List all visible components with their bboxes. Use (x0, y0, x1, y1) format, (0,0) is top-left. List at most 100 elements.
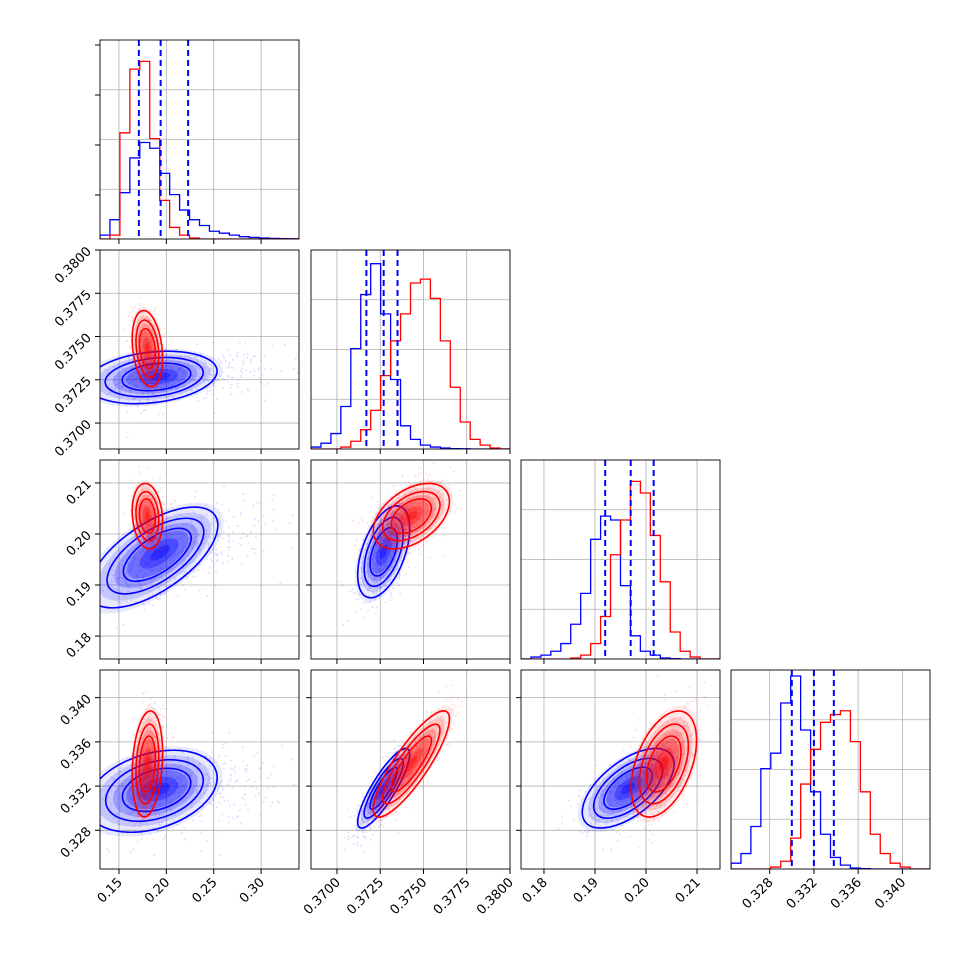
grid (521, 670, 720, 869)
blue-contour (121, 362, 192, 392)
blue-density (114, 522, 199, 589)
red-density (378, 717, 445, 811)
blue-density (150, 545, 171, 561)
y-tick-label: 0.340 (58, 692, 95, 729)
panel-3-0: 0.15 0.20 0.25 0.30 0.328 0.332 0.336 0.340 (58, 669, 300, 906)
red-density (405, 511, 418, 522)
red-density (369, 705, 454, 823)
panel-frame (99, 39, 300, 240)
red-samples (123, 466, 172, 568)
blue-contour (356, 505, 411, 599)
x-tick-label: 0.3700 (301, 875, 344, 918)
blue-contour (592, 757, 664, 819)
blue-density (139, 368, 179, 385)
blue-contour (104, 356, 205, 398)
red-density (648, 738, 680, 790)
y-tick-label: 0.328 (58, 825, 95, 862)
x-tick-label: 0.30 (237, 875, 268, 906)
x-tick-label: 0.328 (740, 875, 777, 912)
y-tick-label: 0.332 (58, 780, 95, 817)
x-tick-label: 0.3725 (344, 875, 387, 918)
x-tick-label: 0.15 (95, 875, 126, 906)
red-density (405, 756, 418, 772)
x-tick-label: 0.20 (622, 875, 653, 906)
red-density (145, 756, 150, 772)
red-contour (638, 723, 690, 805)
red-density (654, 748, 674, 780)
x-tick-label: 0.18 (520, 875, 551, 906)
blue-contour (363, 516, 404, 588)
red-histogram (100, 60, 299, 239)
red-density (642, 729, 686, 799)
blue-density (355, 744, 413, 833)
y-tick-label: 0.3800 (52, 244, 95, 287)
blue-density (577, 744, 679, 833)
blue-density (139, 538, 179, 569)
blue-density (125, 364, 188, 390)
y-tick-label: 0.3725 (52, 374, 95, 417)
panel-1-1 (310, 249, 511, 454)
panel-2-1 (306, 459, 511, 664)
blue-contour (363, 757, 404, 819)
red-density (399, 506, 423, 526)
panel-frame (520, 669, 721, 870)
red-density (142, 748, 152, 780)
red-contour (131, 482, 164, 550)
grid (311, 460, 510, 659)
blue-samples (343, 733, 419, 851)
x-tick-label: 0.21 (673, 875, 704, 906)
red-contour (390, 735, 433, 793)
red-contour (382, 723, 441, 805)
red-density (145, 342, 150, 355)
y-tick-label: 0.21 (64, 477, 95, 508)
panel-0-0 (95, 39, 300, 244)
red-density (142, 337, 152, 361)
red-density (130, 306, 165, 391)
panel-2-2 (520, 459, 721, 664)
y-tick-label: 0.3750 (52, 331, 95, 374)
red-histogram (311, 278, 510, 449)
blue-density (127, 530, 189, 579)
blue-contour (369, 766, 399, 810)
panel-frame (520, 459, 721, 660)
red-contour (135, 319, 160, 378)
blue-contour (356, 747, 411, 829)
x-tick-label: 0.336 (828, 875, 865, 912)
red-contour (135, 723, 160, 805)
panel-2-0: 0.18 0.19 0.20 0.21 (64, 459, 300, 664)
red-contour (372, 482, 451, 550)
red-density (393, 738, 430, 790)
panel-3-1: 0.3700 0.3725 0.3750 0.3775 0.3800 (301, 669, 517, 918)
red-contour (131, 710, 164, 818)
x-tick-label: 0.340 (872, 875, 909, 912)
red-density (145, 511, 150, 522)
grid (100, 250, 299, 449)
blue-density (126, 770, 188, 810)
red-density (627, 705, 700, 823)
blue-density (366, 762, 401, 815)
red-density (130, 705, 165, 823)
x-tick-label: 0.19 (571, 875, 602, 906)
blue-density (587, 753, 669, 824)
blue-density (598, 762, 659, 815)
panel-frame (99, 669, 300, 870)
grid (731, 670, 930, 869)
x-tick-label: 0.3775 (431, 875, 474, 918)
blue-contour (104, 758, 205, 823)
blue-contour (100, 350, 218, 405)
grid (100, 460, 299, 659)
panel-3-3: 0.328 0.332 0.336 0.340 (730, 669, 931, 912)
panel-frame (99, 459, 300, 660)
blue-histogram (731, 675, 930, 869)
panel-frame (99, 249, 300, 450)
blue-samples (557, 732, 702, 852)
grid (311, 670, 510, 869)
grid (100, 40, 299, 239)
red-contour (372, 710, 451, 818)
blue-histogram (100, 141, 299, 239)
red-contour (645, 735, 682, 793)
x-tick-label: 0.3750 (388, 875, 431, 918)
blue-contour (121, 767, 192, 813)
red-density (393, 500, 430, 532)
red-density (142, 506, 152, 526)
